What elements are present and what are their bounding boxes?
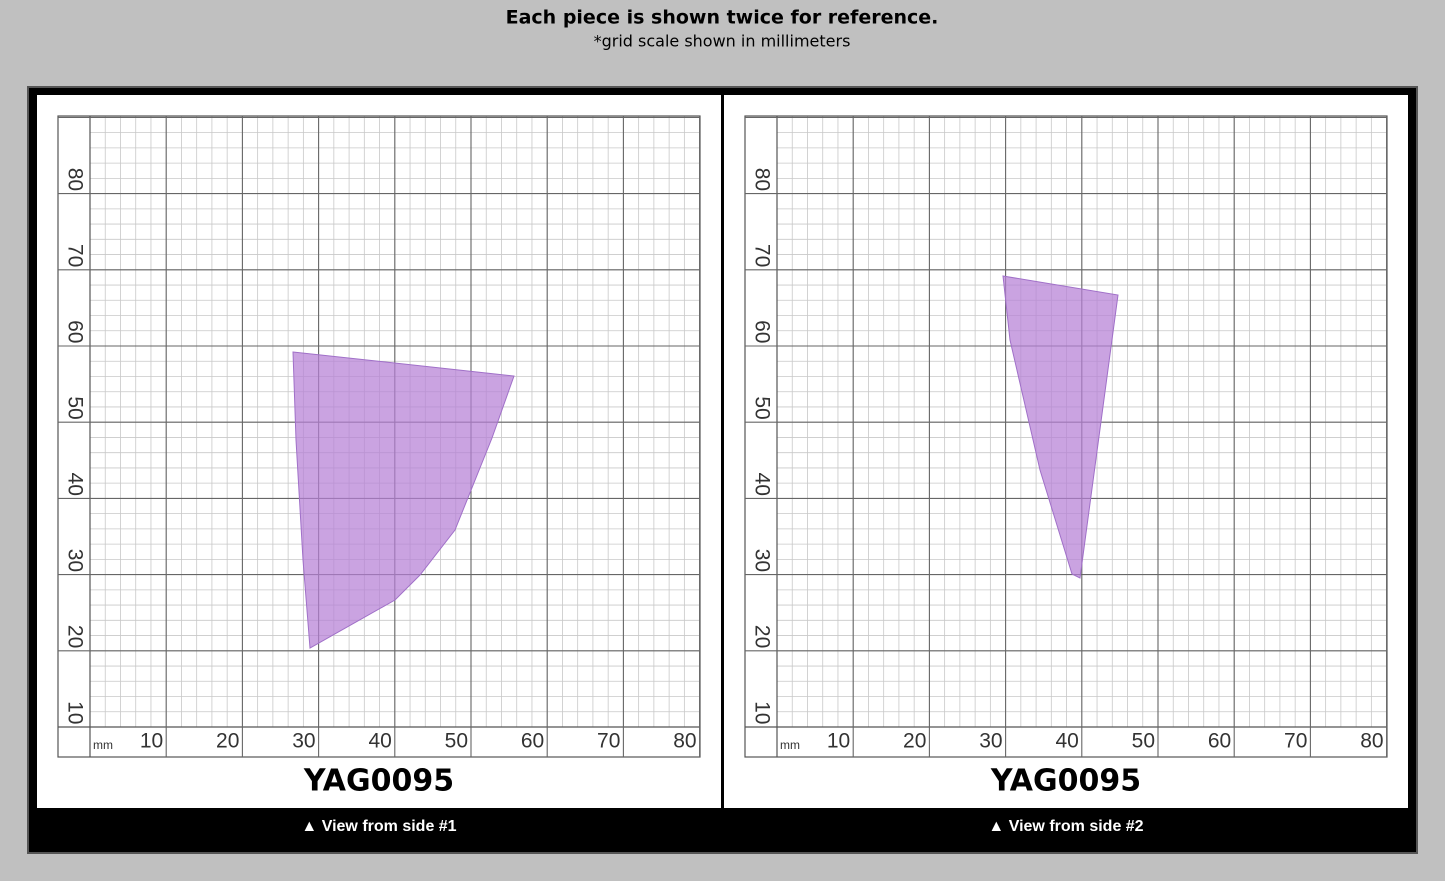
y-tick-label: 80 bbox=[63, 168, 86, 191]
caption: ▲ View from side #1 bbox=[301, 818, 456, 835]
x-tick-label: 50 bbox=[1132, 730, 1155, 753]
y-tick-label: 30 bbox=[63, 549, 86, 572]
y-tick-label: 30 bbox=[750, 549, 773, 572]
piece-label: YAG0095 bbox=[303, 764, 454, 799]
y-tick-label: 40 bbox=[63, 473, 86, 496]
header-title: Each piece is shown twice for reference. bbox=[506, 7, 939, 29]
y-tick-label: 20 bbox=[63, 625, 86, 648]
y-tick-label: 10 bbox=[750, 701, 773, 724]
x-tick-label: 20 bbox=[216, 730, 239, 753]
y-tick-label: 70 bbox=[750, 244, 773, 267]
y-tick-label: 70 bbox=[63, 244, 86, 267]
x-tick-label: 50 bbox=[445, 730, 468, 753]
x-tick-label: 30 bbox=[979, 730, 1002, 753]
y-tick-label: 50 bbox=[750, 396, 773, 419]
x-tick-label: 80 bbox=[673, 730, 696, 753]
y-tick-label: 20 bbox=[750, 625, 773, 648]
x-tick-label: 20 bbox=[903, 730, 926, 753]
x-tick-label: 70 bbox=[1284, 730, 1307, 753]
y-tick-label: 40 bbox=[750, 473, 773, 496]
y-tick-label: 10 bbox=[63, 701, 86, 724]
unit-label: mm bbox=[93, 738, 113, 752]
y-tick-label: 60 bbox=[63, 320, 86, 343]
piece-label: YAG0095 bbox=[990, 764, 1141, 799]
x-tick-label: 30 bbox=[292, 730, 315, 753]
unit-label: mm bbox=[780, 738, 800, 752]
crystal bbox=[1002, 275, 1119, 579]
y-tick-label: 80 bbox=[750, 168, 773, 191]
x-tick-label: 10 bbox=[140, 730, 163, 753]
x-tick-label: 40 bbox=[368, 730, 391, 753]
y-tick-label: 60 bbox=[750, 320, 773, 343]
y-tick-label: 50 bbox=[63, 396, 86, 419]
x-tick-label: 70 bbox=[597, 730, 620, 753]
x-tick-label: 10 bbox=[827, 730, 850, 753]
caption: ▲ View from side #2 bbox=[988, 818, 1143, 835]
crystal bbox=[292, 351, 515, 649]
x-tick-label: 40 bbox=[1055, 730, 1078, 753]
x-tick-label: 60 bbox=[1208, 730, 1231, 753]
x-tick-label: 60 bbox=[521, 730, 544, 753]
header-subtitle: *grid scale shown in millimeters bbox=[594, 32, 851, 51]
x-tick-label: 80 bbox=[1360, 730, 1383, 753]
